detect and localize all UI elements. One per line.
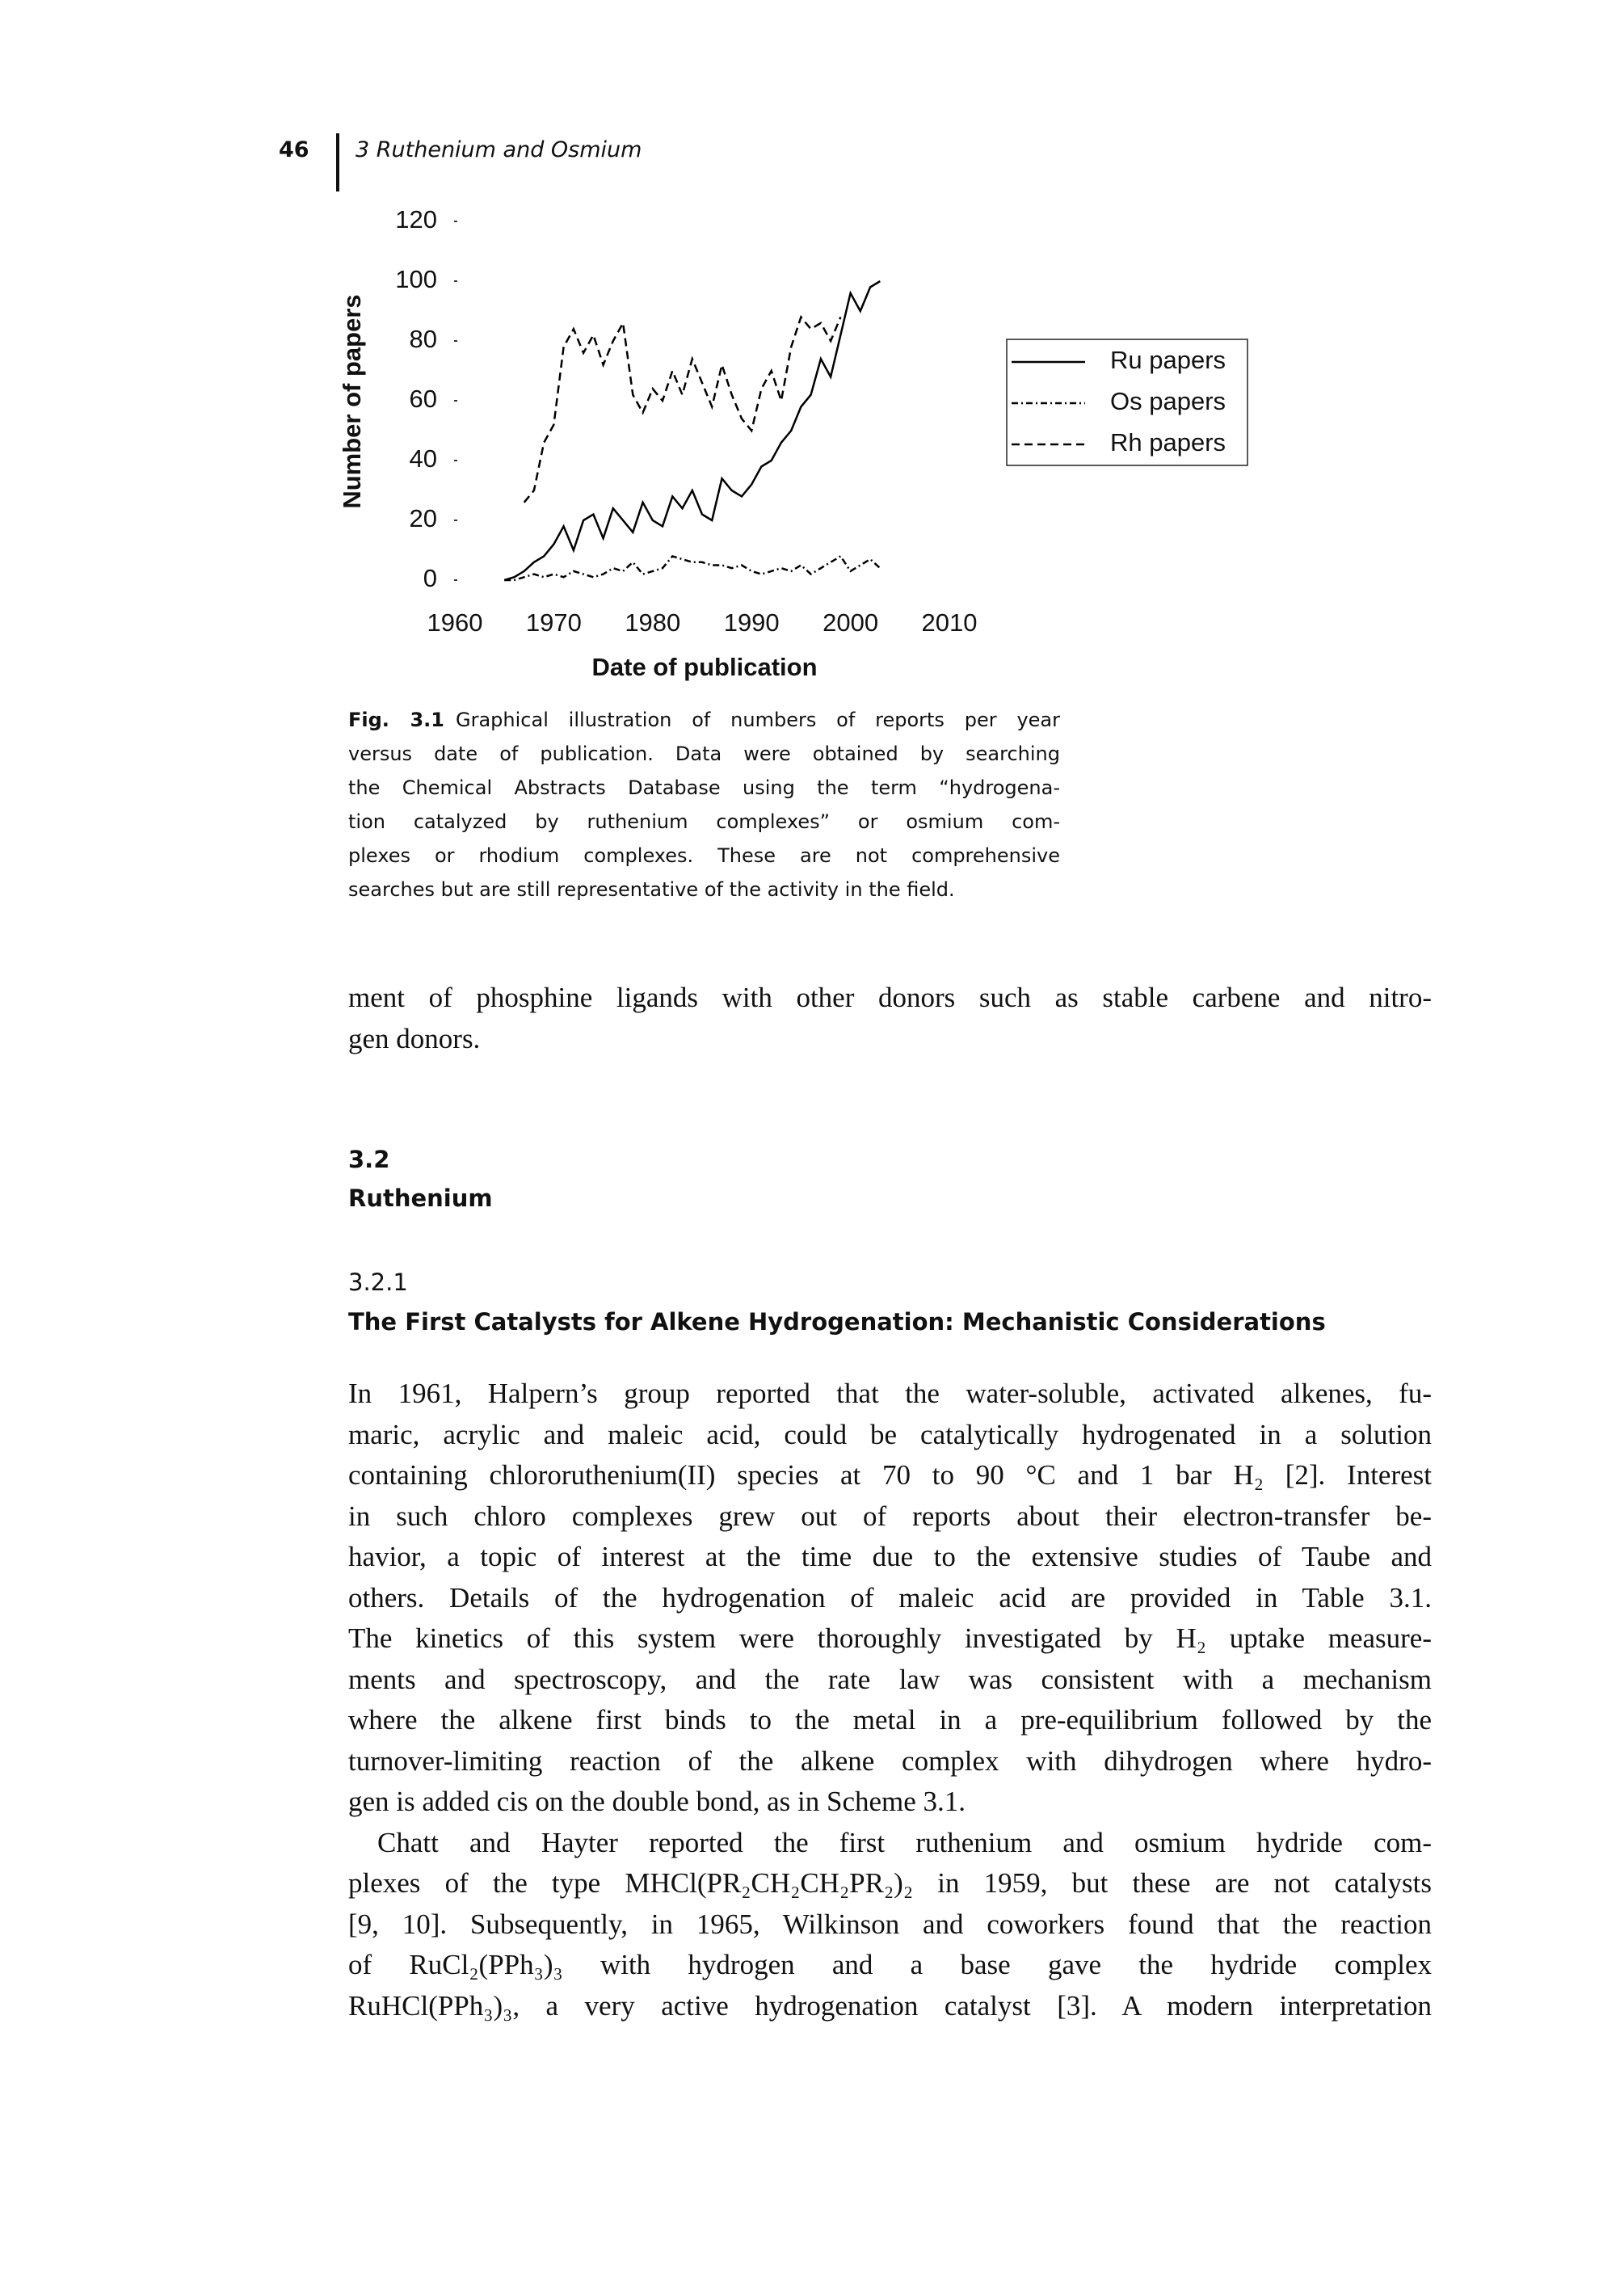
y-tick-label: 0	[423, 564, 437, 592]
x-axis-label: Date of publication	[592, 653, 818, 681]
subsection-title: The First Catalysts for Alkene Hydrogena…	[348, 1308, 1326, 1336]
series-line	[503, 280, 881, 582]
header-rule	[336, 133, 339, 191]
y-tick-label: 60	[410, 385, 437, 413]
caption-line: versus date of publication. Data were ob…	[348, 743, 1060, 765]
legend-label: Rh papers	[1110, 428, 1226, 457]
y-tick-label: 20	[410, 504, 437, 532]
text-line: havior, a topic of interest at the time …	[348, 1541, 1432, 1572]
text-line: gen donors.	[348, 1022, 481, 1054]
subsection-number: 3.2.1	[348, 1269, 408, 1296]
caption-line: Fig. 3.1 Graphical illustration of number…	[348, 709, 1060, 731]
caption-line: the Chemical Abstracts Database using th…	[348, 776, 1060, 799]
x-tick-label: 2000	[823, 608, 878, 637]
text-line: The kinetics of this system were thoroug…	[348, 1622, 1432, 1654]
text-line: of RuCl₂(PPh₃)₃ with hydrogen and a base…	[348, 1949, 1432, 1980]
legend-label: Ru papers	[1110, 346, 1226, 374]
y-tick-label: 40	[410, 444, 437, 473]
legend-box	[1006, 339, 1248, 466]
y-tick-label: 120	[395, 205, 437, 234]
section-title: Ruthenium	[348, 1184, 493, 1212]
caption-text: Graphical illustration of numbers of rep…	[456, 709, 1060, 731]
y-tick-label: 80	[410, 325, 437, 353]
series-line	[504, 554, 881, 582]
x-tick-label: 1990	[724, 608, 780, 637]
caption-line: tion catalyzed by ruthenium complexes” o…	[348, 810, 1060, 833]
text-line: in such chloro complexes grew out of rep…	[348, 1500, 1432, 1532]
text-line: ments and spectroscopy, and the rate law…	[348, 1663, 1432, 1695]
legend-label: Os papers	[1110, 387, 1226, 415]
chart: 0 20 40 60 80 100 120 1960 1970 1980 1990 2000 2010 D…	[338, 205, 1248, 681]
series-line	[523, 314, 842, 503]
x-tick-label: 1960	[427, 608, 483, 637]
text-line: others. Details of the hydrogenation of …	[348, 1581, 1432, 1614]
x-tick-label: 1980	[625, 608, 680, 637]
text-line: plexes of the type MHCl(PR₂CH₂CH₂PR₂)₂ i…	[348, 1867, 1432, 1899]
caption-line: searches but are still representative of…	[348, 878, 955, 901]
text-line: containing chlororuthenium(II) species a…	[348, 1459, 1432, 1491]
text-line: [9, 10]. Subsequently, in 1965, Wilkinso…	[348, 1908, 1432, 1940]
x-tick-label: 1970	[526, 608, 582, 637]
text-line: maric, acrylic and maleic acid, could be…	[348, 1418, 1432, 1450]
text-line: gen is added cis on the double bond, as …	[348, 1786, 966, 1817]
page-number: 46	[279, 137, 309, 162]
header-title: 3 Ruthenium and Osmium	[356, 137, 642, 162]
section-number: 3.2	[348, 1146, 390, 1173]
caption-label: Fig. 3.1	[348, 709, 444, 731]
text-line: RuHCl(PPh₃)₃, a very active hydrogenatio…	[348, 1989, 1432, 2022]
text-line: Chatt and Hayter reported the first ruth…	[377, 1826, 1432, 1858]
caption-line: plexes or rhodium complexes. These are n…	[348, 844, 1060, 867]
y-tick-label: 100	[395, 265, 437, 293]
y-axis-label: Number of papers	[338, 294, 366, 508]
text-line: ment of phosphine ligands with other don…	[348, 982, 1432, 1013]
text-line: In 1961, Halpern’s group reported that t…	[348, 1378, 1432, 1409]
x-tick-label: 2010	[922, 608, 978, 637]
text-line: turnover-limiting reaction of the alkene…	[348, 1744, 1432, 1777]
text-line: where the alkene first binds to the meta…	[348, 1704, 1432, 1736]
